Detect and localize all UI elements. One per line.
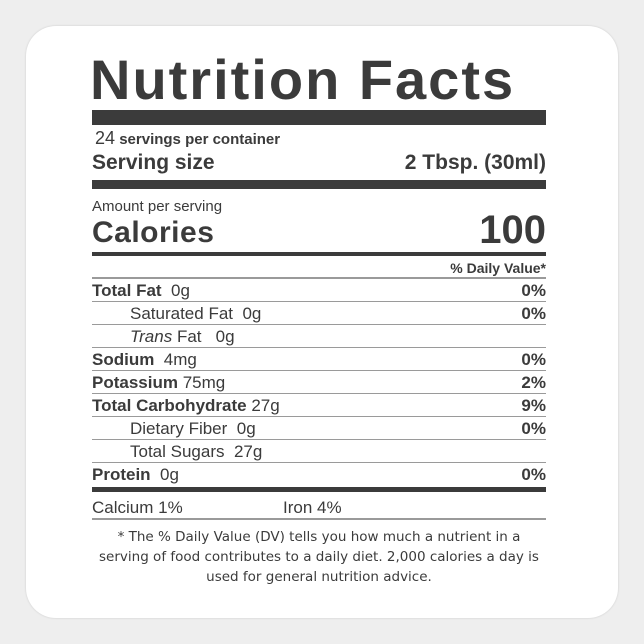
calcium: Calcium 1% <box>92 498 183 517</box>
calories-divider <box>92 252 546 256</box>
nutrient-dv: 2% <box>521 373 546 392</box>
nutrient-row-total-carbohydrate: Total Carbohydrate 27g 9% <box>92 394 546 417</box>
nutrient-dv: 9% <box>521 396 546 415</box>
nutrient-name: Total Carbohydrate <box>92 396 247 415</box>
amount-per-serving: Amount per serving <box>92 198 223 215</box>
servings-count: 24 <box>95 128 116 148</box>
nutrient-amount: 0g <box>236 419 256 438</box>
label-title: Nutrition Facts <box>90 48 516 111</box>
nutrient-name: Fat <box>176 327 202 346</box>
iron: Iron 4% <box>283 498 342 517</box>
nutrient-dv: 0% <box>521 281 546 300</box>
nutrient-name: Total Fat <box>92 281 162 300</box>
servings-per-container: 24 servings per container <box>95 128 280 149</box>
serving-size-value: 2 Tbsp. (30ml) <box>404 151 546 174</box>
nutrient-dv: 0% <box>521 350 546 369</box>
calories-value: 100 <box>479 208 546 252</box>
nutrient-amount: 27g <box>251 396 280 415</box>
nutrient-name-italic: Trans <box>130 327 173 346</box>
nutrient-amount: 27g <box>233 442 263 461</box>
nutrient-name: Total Sugars <box>130 442 225 461</box>
nutrient-name: Dietary Fiber <box>130 419 228 438</box>
thick-divider <box>92 110 546 125</box>
nutrient-name: Sodium <box>92 350 155 369</box>
nutrient-amount: 4mg <box>163 350 197 369</box>
serving-size-label: Serving size <box>92 151 215 174</box>
nutrient-dv: 0% <box>521 304 546 323</box>
nutrient-amount: 0g <box>160 465 179 484</box>
protein-divider <box>92 487 546 492</box>
daily-value-header: % Daily Value* <box>450 260 546 276</box>
nutrient-amount: 0g <box>215 327 235 346</box>
nutrient-dv: 0% <box>521 465 546 484</box>
calories-label: Calories <box>92 216 215 249</box>
nutrient-amount: 75mg <box>182 373 226 392</box>
nutrient-row-trans-fat: Trans Fat 0g <box>92 325 546 348</box>
nutrient-row-saturated-fat: Saturated Fat 0g 0% <box>92 302 546 325</box>
nutrient-amount: 0g <box>171 281 190 300</box>
nutrient-row-dietary-fiber: Dietary Fiber 0g 0% <box>92 417 546 440</box>
nutrient-row-sodium: Sodium 4mg 0% <box>92 348 546 371</box>
nutrient-row-total-sugars: Total Sugars 27g <box>92 440 546 463</box>
nutrient-amount: 0g <box>242 304 262 323</box>
nutrient-dv: 0% <box>521 419 546 438</box>
nutrient-row-protein: Protein 0g 0% <box>92 463 546 486</box>
nutrient-row-total-fat: Total Fat 0g 0% <box>92 279 546 302</box>
medium-divider <box>92 180 546 189</box>
nutrient-name: Protein <box>92 465 151 484</box>
servings-label: servings per container <box>119 131 281 148</box>
nutrient-row-potassium: Potassium 75mg 2% <box>92 371 546 394</box>
nutrient-name: Potassium <box>92 373 178 392</box>
minerals-divider <box>92 518 546 520</box>
footnote: * The % Daily Value (DV) tells you how m… <box>99 529 539 585</box>
nutrient-name: Saturated Fat <box>130 304 234 323</box>
thin-divider <box>92 277 546 279</box>
